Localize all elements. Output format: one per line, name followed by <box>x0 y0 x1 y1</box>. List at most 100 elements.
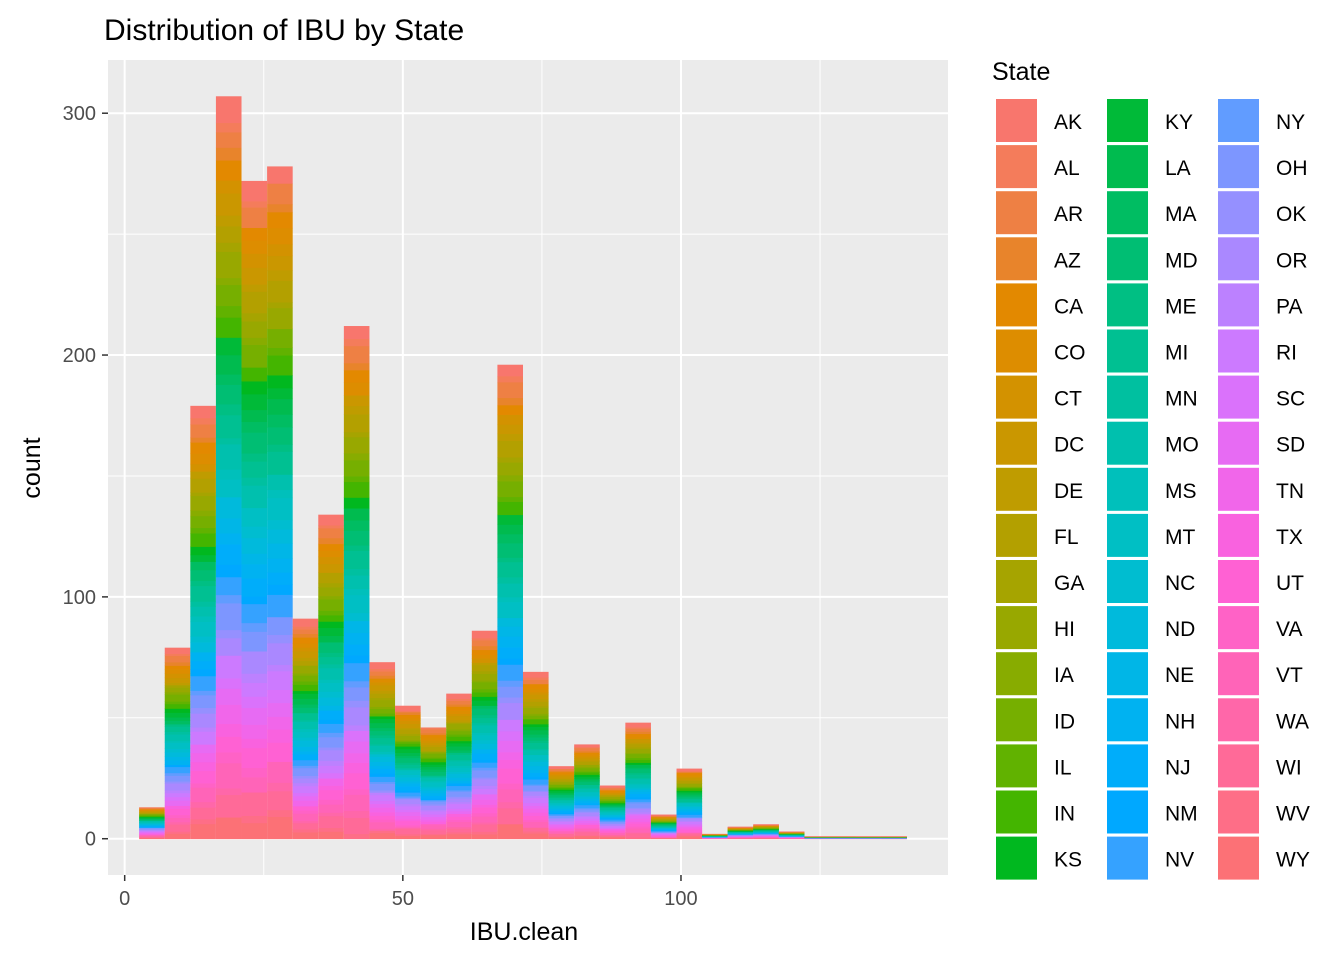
bar-segment-ar <box>318 527 344 539</box>
bar-segment-nv <box>343 662 370 682</box>
bar-segment-wy <box>369 832 396 840</box>
bar-segment-ct <box>215 180 242 194</box>
bar-segment-mt <box>522 754 549 761</box>
bar-segment-pa <box>395 803 421 807</box>
bar-segment-dc <box>574 758 600 761</box>
bar-segment-az <box>446 704 472 707</box>
bar-segment-il <box>190 527 216 534</box>
bar-segment-me <box>164 723 191 727</box>
bar-segment-va <box>395 825 421 828</box>
bar-segment-sc <box>318 772 344 779</box>
bar-segment-nd <box>139 823 165 826</box>
bar-segment-tx <box>446 813 472 817</box>
legend-key-mi <box>1105 327 1150 375</box>
bar-segment-ks <box>343 497 370 509</box>
bar-segment-id <box>625 753 651 759</box>
bar-segment-fl <box>650 818 677 821</box>
bar-segment-de <box>395 727 421 730</box>
bar-segment-mi <box>548 798 575 801</box>
bar-segment-wi <box>318 815 344 828</box>
bar-segment-vt <box>650 836 677 838</box>
legend-key-sc <box>1216 373 1261 421</box>
bar-segment-ok <box>292 775 319 779</box>
bar-segment-fl <box>139 812 165 814</box>
bar-segment-wy <box>753 838 779 840</box>
bar-segment-tn <box>292 800 319 807</box>
bar-segment-nd <box>548 806 575 809</box>
bar-segment-hi <box>471 673 498 681</box>
bar-segment-ia <box>190 510 216 517</box>
bar-segment-hi <box>574 764 600 768</box>
bar-segment-hi <box>625 748 651 754</box>
bar-segment-pa <box>446 801 472 805</box>
bar-segment-nv <box>215 576 242 596</box>
bar-segment-ky <box>369 718 396 724</box>
bar-segment-va <box>343 788 370 795</box>
bar-segment-dc <box>395 723 421 729</box>
bar-segment-co <box>676 774 703 777</box>
bar-segment-or <box>548 818 575 821</box>
bar-segment-al <box>343 338 370 347</box>
bar-segment-ca <box>599 790 626 792</box>
bar-segment-nc <box>625 787 651 790</box>
bar-segment-ar <box>650 815 677 817</box>
bar-segment-nh <box>497 636 523 648</box>
bar-segment-sc <box>420 814 447 817</box>
bar-segment-az <box>650 816 677 818</box>
bar-segment-wi <box>676 833 703 836</box>
bar-segment-or <box>420 805 447 811</box>
bar-segment-nh <box>215 533 242 545</box>
bar-segment-mi <box>625 774 651 779</box>
bar-segment-tn <box>676 826 703 829</box>
bar-segment-mt <box>190 621 216 637</box>
bar-segment-nj <box>267 572 293 585</box>
bar-segment-vt <box>369 821 396 829</box>
bar-segment-ga <box>420 750 447 753</box>
bar-segment-la <box>650 823 677 825</box>
bar-segment-ky <box>215 337 242 356</box>
legend-key-ny <box>1216 97 1261 144</box>
bar-segment-mi <box>164 726 191 733</box>
legend-label: WV <box>1276 803 1310 826</box>
bar-segment-ga <box>369 697 396 701</box>
bar-segment-or <box>676 818 703 822</box>
legend-key-ut <box>1216 558 1261 605</box>
bar-segment-wy <box>215 817 242 840</box>
bar-segment-wy <box>190 823 216 840</box>
bar-segment-de <box>190 471 216 479</box>
bar-segment-mt <box>318 682 344 692</box>
bar-segment-sd <box>164 800 191 806</box>
bar-segment-hi <box>369 699 396 707</box>
bar-segment-pa <box>574 815 600 818</box>
bar-segment-tn <box>599 828 626 831</box>
legend-label: TX <box>1276 526 1303 549</box>
bar-segment-ky <box>599 803 626 806</box>
bar-segment-nh <box>625 791 651 794</box>
bar-segment-tn <box>625 818 651 822</box>
bar-segment-nc <box>471 739 498 744</box>
bar-segment-nj <box>190 660 216 670</box>
bar-segment-fl <box>369 693 396 699</box>
legend-key-nm <box>1105 788 1150 836</box>
bar-segment-ga <box>625 747 651 750</box>
bar-segment-tx <box>420 821 447 825</box>
bar-segment-ct <box>446 713 472 717</box>
bar-segment-il <box>471 688 498 693</box>
bar-segment-vt <box>241 777 268 793</box>
bar-segment-nc <box>190 636 216 643</box>
bar-segment-ca <box>446 706 472 711</box>
bar-segment-tx <box>548 827 575 830</box>
bar-segment-co <box>599 791 626 794</box>
bar-segment-fl <box>395 729 421 735</box>
bar-segment-ut <box>369 815 396 820</box>
bar-segment-ct <box>164 673 191 679</box>
bar-segment-tx <box>599 829 626 832</box>
bar-segment-ak <box>241 180 268 202</box>
bar-segment-ma <box>548 793 575 796</box>
bar-segment-sd <box>676 825 703 828</box>
bar-segment-pa <box>164 790 191 794</box>
bar-segment-id <box>343 459 370 477</box>
bar-segment-md <box>574 781 600 786</box>
bar-segment-tx <box>215 723 242 737</box>
